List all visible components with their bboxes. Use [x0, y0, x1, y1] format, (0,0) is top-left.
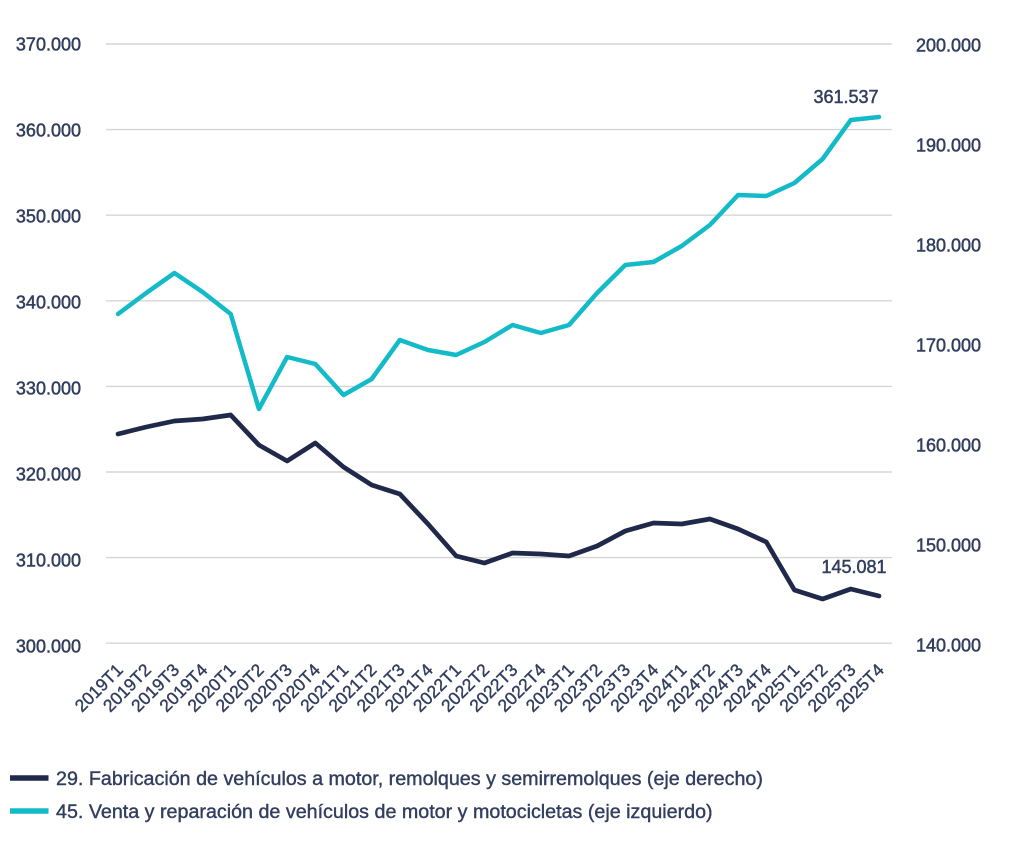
svg-text:300.000: 300.000 [16, 637, 81, 657]
svg-text:190.000: 190.000 [916, 136, 981, 156]
svg-text:180.000: 180.000 [916, 236, 981, 256]
svg-text:310.000: 310.000 [16, 551, 81, 571]
svg-text:145.081: 145.081 [821, 557, 886, 577]
svg-text:350.000: 350.000 [16, 207, 81, 227]
svg-text:150.000: 150.000 [916, 536, 981, 556]
svg-text:140.000: 140.000 [916, 636, 981, 656]
svg-text:170.000: 170.000 [916, 336, 981, 356]
svg-text:330.000: 330.000 [16, 379, 81, 399]
svg-text:29. Fabricación de vehículos a: 29. Fabricación de vehículos a motor, re… [56, 768, 763, 790]
svg-text:45. Venta y reparación de vehí: 45. Venta y reparación de vehículos de m… [56, 801, 713, 823]
svg-text:320.000: 320.000 [16, 465, 81, 485]
svg-text:200.000: 200.000 [916, 36, 981, 56]
svg-text:340.000: 340.000 [16, 293, 81, 313]
svg-text:361.537: 361.537 [813, 87, 878, 107]
svg-text:160.000: 160.000 [916, 436, 981, 456]
svg-text:360.000: 360.000 [16, 121, 81, 141]
svg-text:370.000: 370.000 [16, 35, 81, 55]
